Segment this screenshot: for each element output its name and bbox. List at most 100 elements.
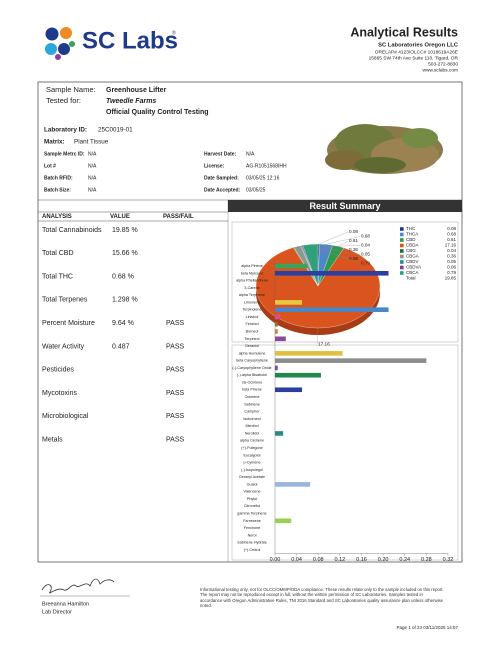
terpene-label: Nerol — [248, 533, 257, 537]
terpene-label: beta Pinene — [242, 388, 262, 392]
analysis-result: PASS — [166, 437, 184, 444]
main-value: 25C0019-01 — [98, 127, 133, 134]
column-header: PASS/FAIL — [163, 214, 194, 220]
detail-value: 03/05/25 12:16 — [246, 175, 280, 181]
analysis-value: 0.68 % — [112, 273, 134, 280]
terpene-label: Linalool — [246, 315, 259, 319]
leader-line — [310, 244, 361, 264]
legend-swatch — [400, 260, 404, 264]
bar — [275, 482, 311, 487]
terpene-label: Sabinene — [244, 402, 260, 406]
report-title: Analytical Results — [350, 25, 458, 39]
analysis-name: Microbiological — [42, 413, 89, 420]
bar — [275, 351, 343, 356]
x-tick-label: 0.32 — [443, 557, 454, 563]
detail-label: Batch Size: — [44, 187, 71, 193]
slice-label: 0.05 — [361, 252, 370, 257]
lab-license: ORELAP# 4123/OLCC# 1018619A26E — [375, 49, 458, 55]
leader-line — [318, 231, 349, 245]
analysis-value: 1.298 % — [112, 297, 138, 304]
terpene-label: Camphor — [244, 410, 260, 414]
legend-label: CBDV — [406, 259, 419, 264]
analysis-result: PASS — [166, 413, 184, 420]
testing-type: Official Quality Control Testing — [106, 109, 209, 116]
lab-website: www.sclabs.com — [423, 67, 458, 73]
terpene-label: Borneol — [246, 330, 259, 334]
analysis-value: 9.64 % — [112, 320, 134, 327]
slice-label: 0.36 — [349, 247, 358, 252]
legend-total-label: Total — [406, 276, 416, 281]
logo-icon — [45, 27, 75, 60]
x-tick-label: 0.08 — [313, 557, 324, 563]
legend-label: CBG — [406, 248, 416, 253]
bar — [275, 372, 321, 378]
bar — [275, 307, 389, 312]
legend-swatch — [400, 243, 404, 248]
terpene-label: alpha Pinene — [241, 264, 263, 268]
detail-value: N/A — [88, 175, 97, 181]
disclaimer: Informational testing only, not for OLCC… — [200, 587, 444, 608]
product-photo — [325, 124, 443, 174]
legend-label: CBDVA — [406, 265, 421, 270]
field-label: Sample Name: — [46, 85, 96, 94]
legend-swatch — [400, 238, 404, 242]
slice-label: 17.16 — [318, 342, 330, 347]
analysis-name: Total THC — [42, 273, 73, 280]
terpene-label: (+)-Pulegone — [241, 446, 262, 450]
main-label: Laboratory ID: — [44, 127, 87, 134]
lab-name: SC Laboratories Oregon LLC — [378, 43, 459, 49]
bar — [275, 431, 284, 436]
analysis-result: PASS — [166, 367, 184, 374]
legend-value: 17.16 — [445, 243, 457, 248]
bar — [275, 336, 286, 342]
terpene-label: cis-Ocimene — [242, 380, 263, 384]
terpene-label: Terpineol — [245, 337, 260, 341]
report-frame — [37, 81, 463, 563]
terpene-label: (-)-alpha Bisabolol — [237, 373, 267, 377]
column-header: ANALYSIS — [42, 214, 72, 220]
terpene-label: Menthol — [245, 424, 258, 428]
terpene-label: Geraniol — [245, 344, 259, 348]
detail-label: License: — [204, 163, 225, 169]
slice-label: 0.08 — [349, 229, 358, 234]
legend-label: CBD — [406, 237, 416, 242]
terpene-label: 3-Carene — [244, 286, 259, 290]
x-tick-label: 0.12 — [335, 557, 346, 563]
column-header: VALUE — [110, 214, 130, 220]
analysis-name: Total CBD — [42, 250, 74, 257]
legend-label: CBGA — [406, 254, 419, 259]
terpene-label: Citronellol — [244, 504, 261, 508]
bar — [275, 321, 278, 327]
terpene-label: Nerolidol — [245, 431, 260, 435]
x-tick-label: 0.20 — [378, 557, 389, 563]
analysis-result: PASS — [166, 343, 184, 350]
terpene-label: Geranyl Acetate — [239, 475, 265, 479]
detail-label: Date Accepted: — [204, 187, 241, 193]
bar — [275, 263, 308, 269]
analysis-value: 15.66 % — [112, 250, 138, 257]
legend-swatch — [400, 227, 404, 231]
slice-label: 0.68 — [361, 234, 370, 239]
x-tick-label: 0.00 — [270, 557, 281, 563]
terpene-label: alpha Humulene — [239, 351, 266, 355]
terpene-label: Fenchol — [245, 322, 258, 326]
x-tick-label: 0.04 — [291, 557, 302, 563]
terpene-label: Ocimene — [245, 395, 260, 399]
analysis-name: Total Cannabinoids — [42, 227, 102, 234]
lab-address: 15865 SW 74th Ave Suite 110, Tigard, OR — [369, 55, 459, 61]
legend-label: THCA — [406, 232, 418, 237]
pie-panel — [231, 221, 459, 343]
bar — [275, 300, 303, 305]
detail-label: Sample Metrc ID: — [44, 151, 85, 157]
analysis-name: Water Activity — [42, 343, 85, 350]
terpene-label: (-)-Isopulegol — [241, 468, 263, 472]
slice-label: 0.61 — [349, 238, 358, 243]
analysis-name: Total Terpenes — [42, 297, 88, 304]
bar-panel — [231, 344, 459, 561]
terpene-label: Farnesene — [243, 519, 261, 523]
terpene-label: Valencene — [243, 490, 260, 494]
detail-value: N/A — [88, 187, 97, 193]
legend-swatch — [400, 265, 404, 270]
analysis-value: 0.487 — [112, 343, 130, 350]
